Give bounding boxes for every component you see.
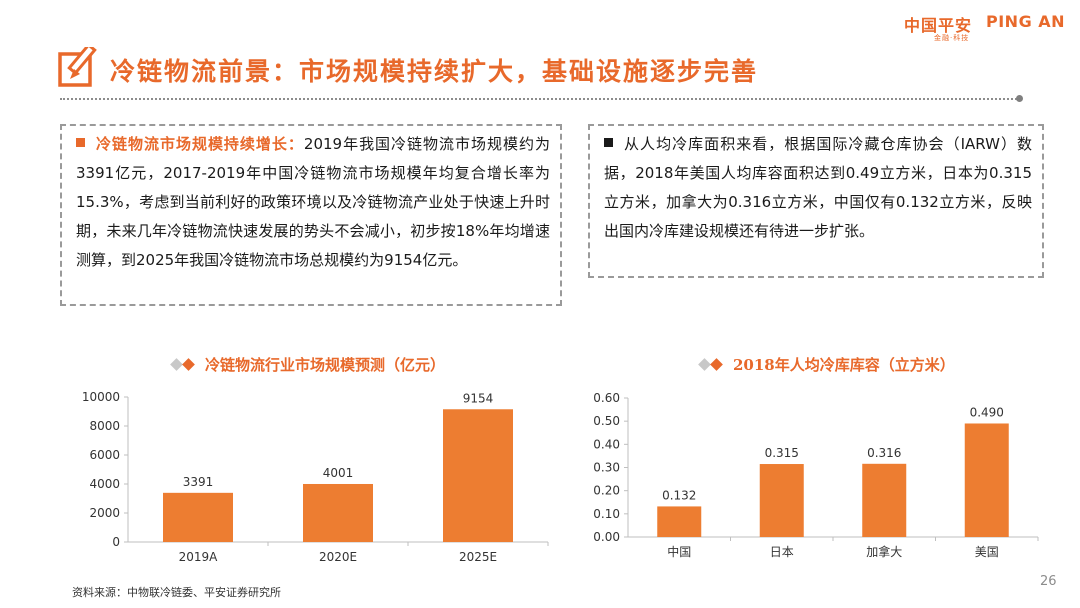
chart2-title: 2018年人均冷库库容（立方米） (733, 356, 955, 374)
page-number: 26 (1040, 574, 1057, 589)
y-tick-label: 0 (112, 535, 120, 549)
source-note: 资料来源：中物联冷链委、平安证券研究所 (72, 586, 281, 599)
x-tick-label: 2025E (459, 550, 497, 564)
data-label: 3391 (183, 475, 214, 489)
bar (163, 492, 233, 542)
bar (964, 423, 1009, 537)
data-label: 0.490 (970, 405, 1004, 419)
chart2-title-row: 2018年人均冷库库容（立方米） (698, 354, 955, 375)
bar (657, 506, 702, 537)
cold-storage-paragraph: 从人均冷库面积来看，根据国际冷藏仓库协会（IARW）数据，2018年美国人均库容… (604, 130, 1032, 246)
brand-tagline: 金融·科技 (934, 34, 970, 42)
chart1-title: 冷链物流行业市场规模预测（亿元） (205, 356, 446, 374)
chart1-title-row: 冷链物流行业市场规模预测（亿元） (170, 354, 446, 375)
market-growth-text: 2019年我国冷链物流市场规模约为3391亿元，2017-2019年中国冷链物流… (76, 135, 550, 269)
diamond-orange-icon (182, 358, 195, 371)
divider-end-dot (1016, 95, 1023, 102)
market-growth-lead: 冷链物流市场规模持续增长： (95, 135, 304, 153)
y-tick-label: 2000 (89, 506, 120, 520)
x-tick-label: 加拿大 (866, 544, 902, 559)
y-tick-label: 0.30 (593, 461, 620, 475)
square-bullet-icon (76, 138, 85, 147)
y-tick-label: 0.00 (593, 530, 620, 544)
y-tick-label: 10000 (82, 390, 120, 404)
page-title: 冷链物流前景：市场规模持续扩大，基础设施逐步完善 (110, 57, 759, 86)
y-tick-label: 4000 (89, 477, 120, 491)
x-tick-label: 2019A (179, 550, 219, 564)
x-tick-label: 中国 (667, 544, 691, 559)
bar (759, 464, 804, 537)
y-tick-label: 0.50 (593, 414, 620, 428)
bar (862, 463, 907, 537)
brand-logo-cn: 中国平安 (904, 16, 973, 35)
y-tick-label: 0.40 (593, 437, 620, 451)
square-bullet-icon (604, 138, 613, 147)
y-tick-label: 8000 (89, 419, 120, 433)
y-tick-label: 0.10 (593, 507, 620, 521)
diamond-orange-icon (710, 358, 723, 371)
diamond-grey-icon (170, 358, 183, 371)
data-label: 4001 (323, 466, 354, 480)
market-growth-textbox: 冷链物流市场规模持续增长：2019年我国冷链物流市场规模约为3391亿元，201… (60, 124, 562, 306)
market-growth-paragraph: 冷链物流市场规模持续增长：2019年我国冷链物流市场规模约为3391亿元，201… (76, 130, 550, 275)
x-tick-label: 日本 (770, 545, 794, 559)
brand-logo-en: PING AN (986, 12, 1066, 31)
cold-storage-bar-chart: 0.00 0.10 0.20 0.30 0.40 0.50 0.60 0.132 中国 0.315… (593, 391, 1039, 559)
bar (303, 483, 373, 542)
y-tick-label: 0.60 (593, 391, 620, 405)
data-label: 9154 (463, 391, 494, 405)
data-label: 0.316 (867, 446, 901, 460)
cold-storage-text: 从人均冷库面积来看，根据国际冷藏仓库协会（IARW）数据，2018年美国人均库容… (604, 135, 1032, 240)
title-divider (60, 98, 1020, 100)
y-tick-label: 0.20 (593, 484, 620, 498)
pencil-edit-icon (58, 47, 97, 87)
x-tick-label: 美国 (975, 545, 999, 559)
x-tick-label: 2020E (319, 550, 357, 564)
y-tick-label: 6000 (89, 448, 120, 462)
diamond-grey-icon (698, 358, 711, 371)
data-label: 0.315 (765, 446, 799, 460)
cold-storage-textbox: 从人均冷库面积来看，根据国际冷藏仓库协会（IARW）数据，2018年美国人均库容… (588, 124, 1044, 278)
bar (443, 409, 513, 542)
market-size-bar-chart: 0 2000 4000 6000 8000 10000 3391 2019A 4001 2020E… (82, 390, 549, 564)
data-label: 0.132 (662, 488, 696, 502)
